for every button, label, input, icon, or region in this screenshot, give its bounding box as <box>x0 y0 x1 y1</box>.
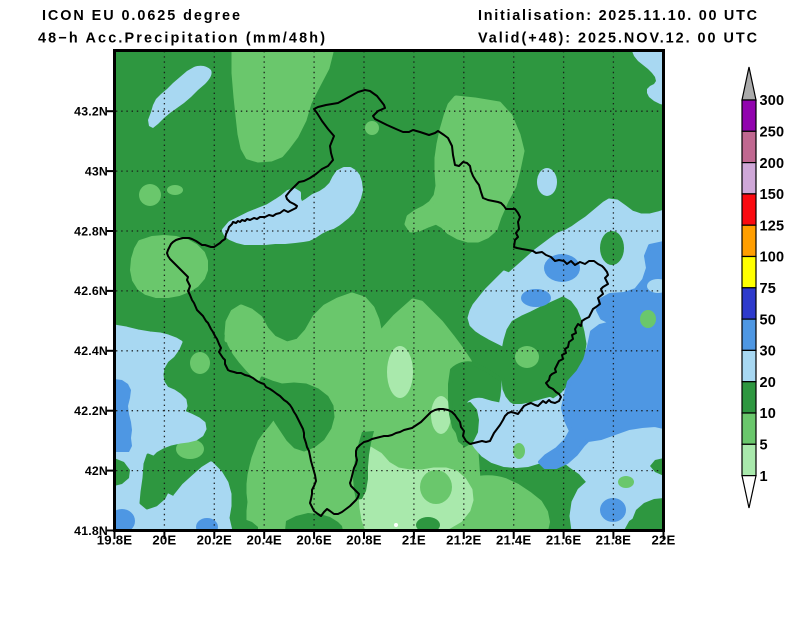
svg-text:43N: 43N <box>85 164 108 178</box>
svg-text:22E: 22E <box>651 533 675 548</box>
svg-text:42.4N: 42.4N <box>74 344 108 358</box>
svg-text:43.2N: 43.2N <box>74 105 108 119</box>
svg-text:30: 30 <box>760 344 777 360</box>
svg-text:42.2N: 42.2N <box>74 404 108 418</box>
svg-text:Valid(+48): 2025.NOV.12. 00 UT: Valid(+48): 2025.NOV.12. 00 UTC <box>478 31 757 47</box>
svg-text:20.4E: 20.4E <box>246 533 281 548</box>
svg-text:21.4E: 21.4E <box>496 533 531 548</box>
svg-text:42.8N: 42.8N <box>74 224 108 238</box>
svg-text:21.8E: 21.8E <box>596 533 631 548</box>
svg-text:300: 300 <box>760 93 785 109</box>
svg-text:150: 150 <box>760 187 785 203</box>
svg-text:50: 50 <box>760 312 777 328</box>
svg-text:125: 125 <box>760 218 785 234</box>
svg-text:42N: 42N <box>85 464 108 478</box>
svg-text:48−h Acc.Precipitation (mm/48h: 48−h Acc.Precipitation (mm/48h) <box>38 31 325 47</box>
svg-text:75: 75 <box>760 281 777 297</box>
svg-text:5: 5 <box>760 438 768 454</box>
svg-text:20.6E: 20.6E <box>296 533 331 548</box>
svg-text:20E: 20E <box>152 533 176 548</box>
svg-text:1: 1 <box>760 469 768 485</box>
svg-text:20.8E: 20.8E <box>346 533 381 548</box>
svg-text:200: 200 <box>760 156 785 172</box>
svg-text:10: 10 <box>760 406 777 422</box>
svg-text:21.2E: 21.2E <box>446 533 481 548</box>
svg-text:20.2E: 20.2E <box>197 533 232 548</box>
svg-text:Initialisation: 2025.11.10. 00: Initialisation: 2025.11.10. 00 UTC <box>478 8 757 24</box>
svg-text:21.6E: 21.6E <box>546 533 581 548</box>
svg-text:41.8N: 41.8N <box>74 524 108 538</box>
svg-text:250: 250 <box>760 125 785 141</box>
svg-text:ICON EU 0.0625 degree: ICON EU 0.0625 degree <box>42 8 240 24</box>
svg-text:42.6N: 42.6N <box>74 284 108 298</box>
svg-text:19.8E: 19.8E <box>97 533 132 548</box>
svg-text:100: 100 <box>760 250 785 266</box>
svg-text:21E: 21E <box>402 533 426 548</box>
svg-text:20: 20 <box>760 375 777 391</box>
